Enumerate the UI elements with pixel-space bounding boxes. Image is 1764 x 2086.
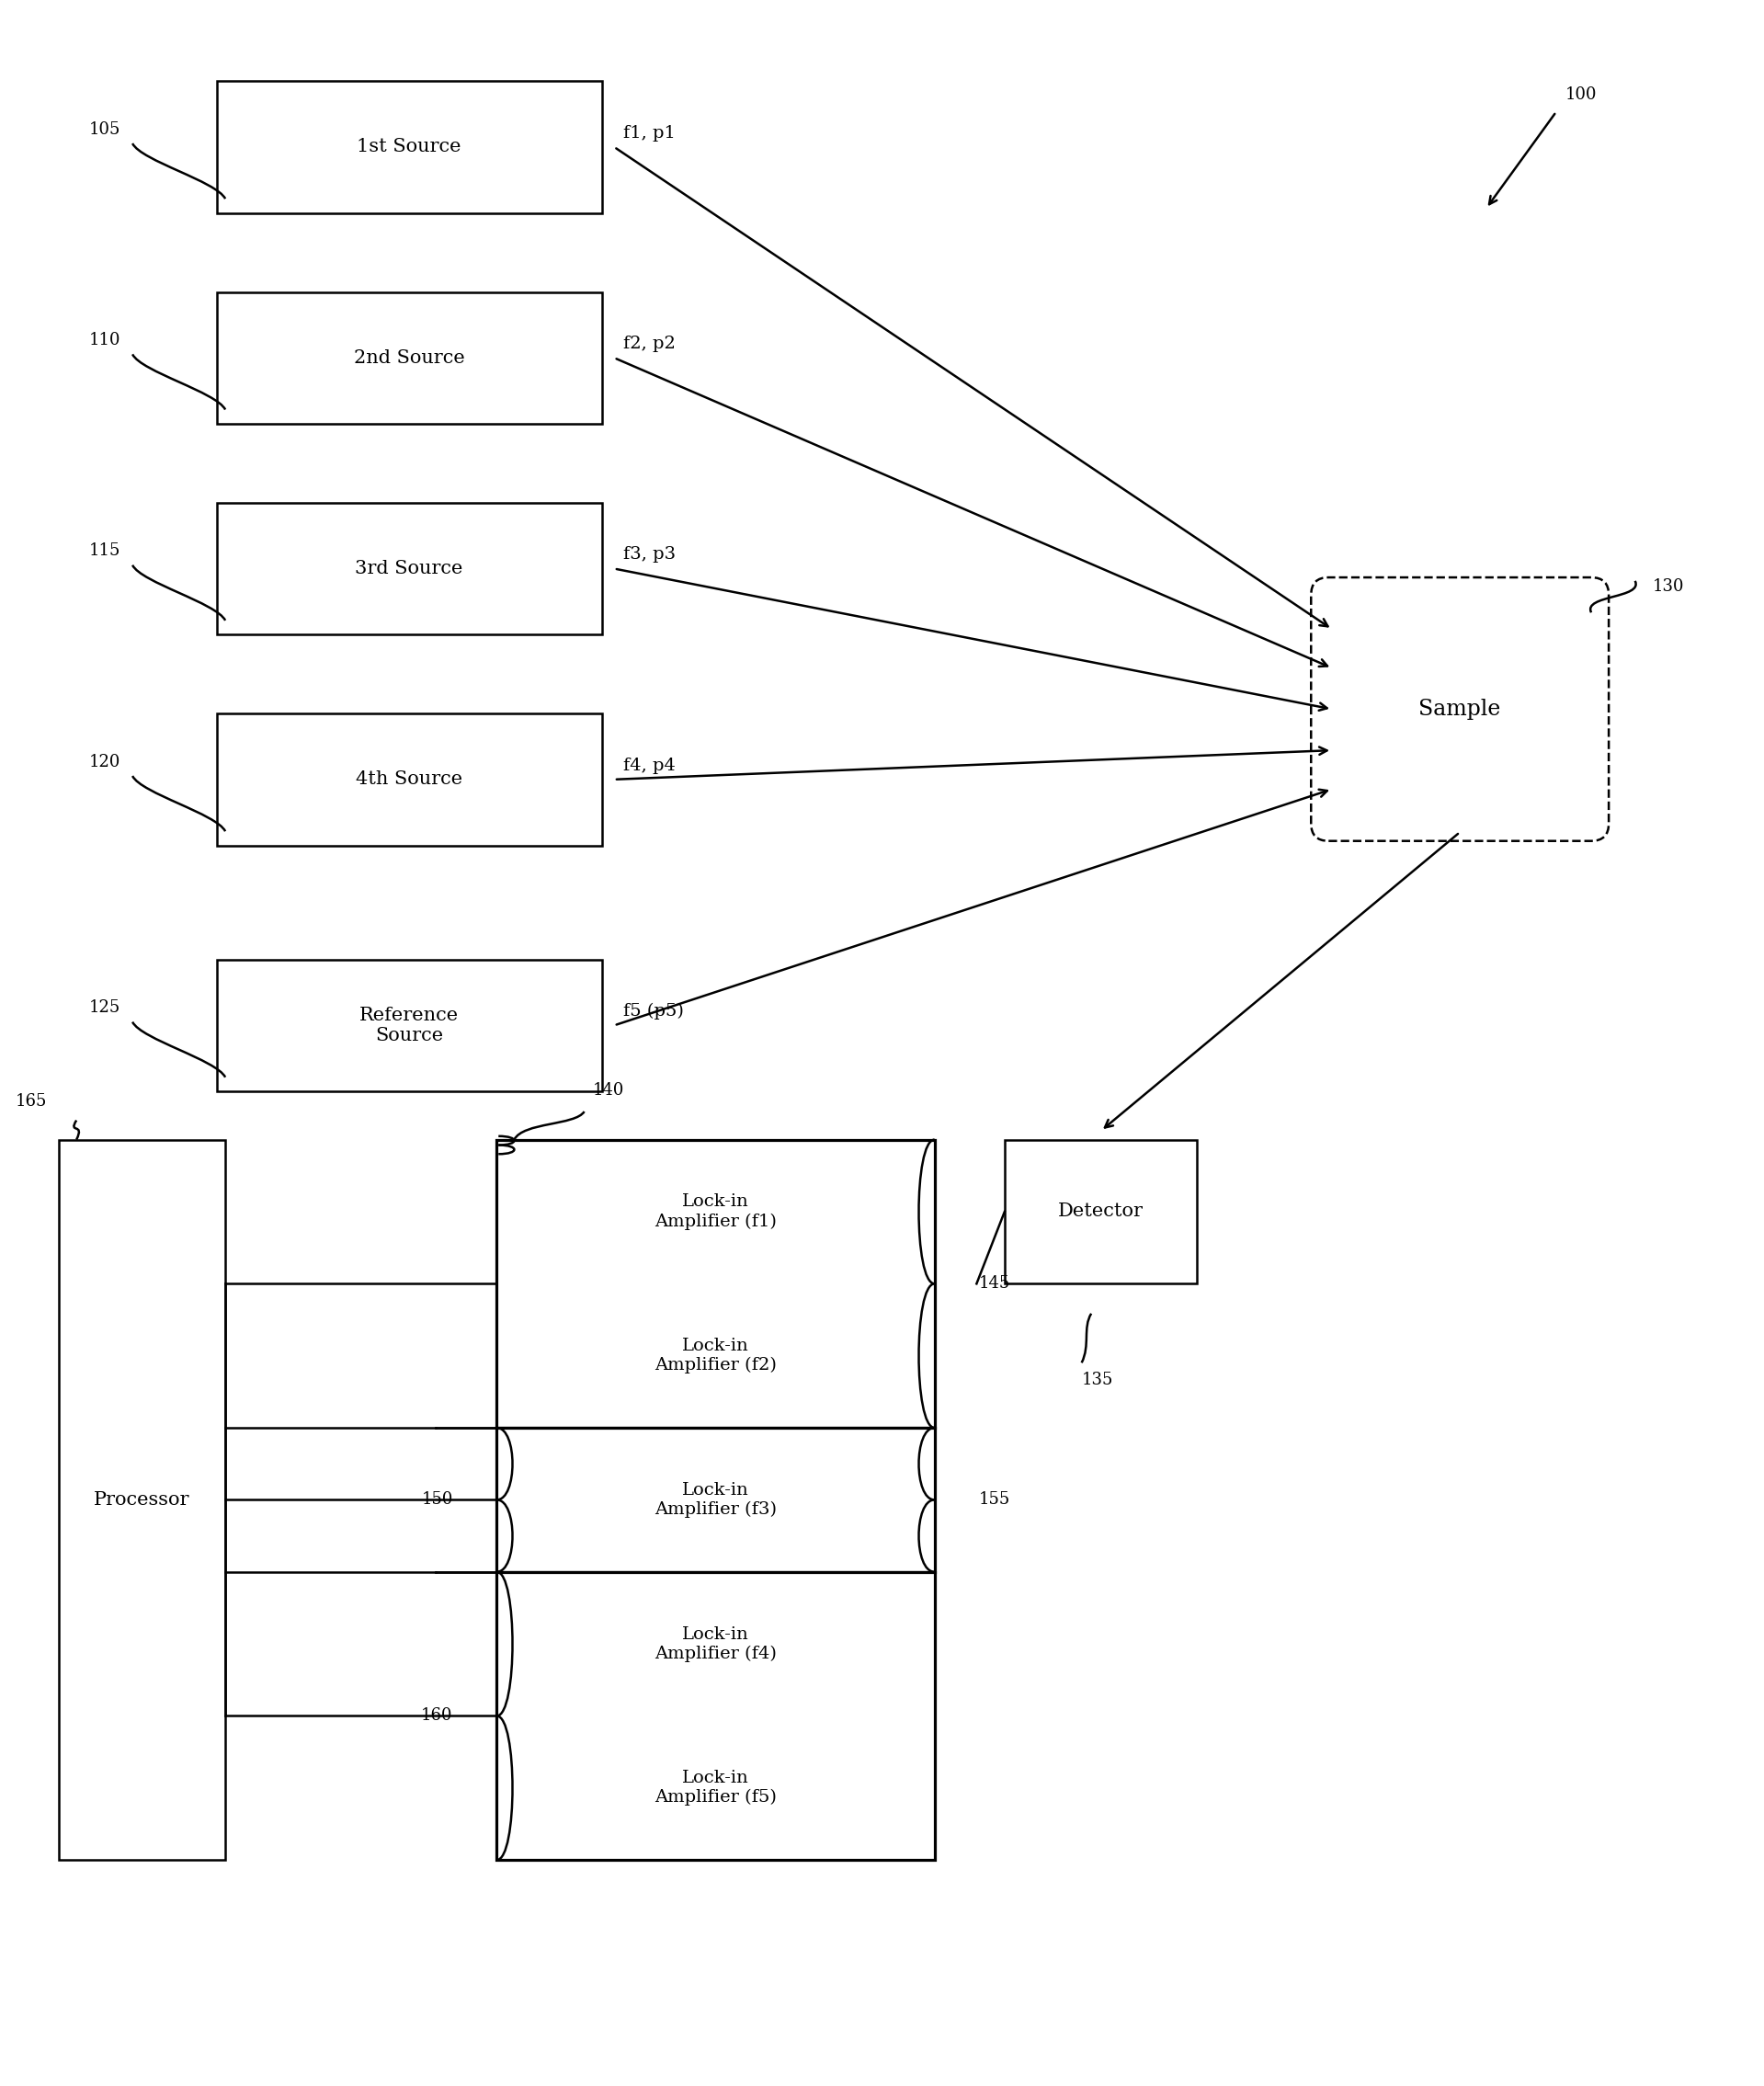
Text: 140: 140 <box>593 1083 624 1099</box>
Text: f1, p1: f1, p1 <box>623 125 676 142</box>
Text: 130: 130 <box>1653 578 1685 595</box>
FancyBboxPatch shape <box>1311 578 1609 841</box>
Text: Processor: Processor <box>93 1491 191 1508</box>
Text: f3, p3: f3, p3 <box>623 547 676 563</box>
FancyBboxPatch shape <box>497 1573 935 1717</box>
FancyBboxPatch shape <box>497 1573 935 1861</box>
Text: 145: 145 <box>979 1275 1009 1291</box>
Text: 115: 115 <box>88 542 120 559</box>
FancyBboxPatch shape <box>497 1139 935 1427</box>
FancyBboxPatch shape <box>217 713 602 845</box>
Text: Lock-in
Amplifier (f2): Lock-in Amplifier (f2) <box>654 1337 776 1375</box>
Text: Lock-in
Amplifier (f3): Lock-in Amplifier (f3) <box>654 1481 776 1519</box>
FancyBboxPatch shape <box>217 503 602 634</box>
Text: 105: 105 <box>88 121 120 138</box>
FancyBboxPatch shape <box>497 1139 935 1283</box>
Text: f2, p2: f2, p2 <box>623 336 676 353</box>
Text: 3rd Source: 3rd Source <box>355 559 464 578</box>
Text: 110: 110 <box>88 332 120 348</box>
Text: 165: 165 <box>16 1093 46 1110</box>
Text: 150: 150 <box>422 1491 453 1508</box>
Text: 120: 120 <box>88 753 120 770</box>
Text: Lock-in
Amplifier (f1): Lock-in Amplifier (f1) <box>654 1193 776 1229</box>
FancyBboxPatch shape <box>58 1139 226 1861</box>
FancyBboxPatch shape <box>497 1427 935 1573</box>
FancyBboxPatch shape <box>1004 1139 1198 1283</box>
Text: 100: 100 <box>1565 86 1596 102</box>
Text: 135: 135 <box>1081 1373 1113 1389</box>
Text: Lock-in
Amplifier (f5): Lock-in Amplifier (f5) <box>654 1771 776 1806</box>
FancyBboxPatch shape <box>217 960 602 1091</box>
FancyBboxPatch shape <box>497 1283 935 1427</box>
Text: Reference
Source: Reference Source <box>360 1008 459 1045</box>
Text: 1st Source: 1st Source <box>356 138 462 156</box>
Text: 2nd Source: 2nd Source <box>353 348 464 367</box>
Text: f5 (p5): f5 (p5) <box>623 1003 683 1020</box>
Text: f4, p4: f4, p4 <box>623 757 676 774</box>
Text: Detector: Detector <box>1058 1204 1143 1220</box>
Text: 155: 155 <box>979 1491 1009 1508</box>
Text: 160: 160 <box>422 1708 453 1725</box>
Text: Sample: Sample <box>1418 699 1501 720</box>
Text: 125: 125 <box>88 999 120 1016</box>
FancyBboxPatch shape <box>217 292 602 423</box>
FancyBboxPatch shape <box>497 1427 935 1573</box>
FancyBboxPatch shape <box>497 1717 935 1861</box>
FancyBboxPatch shape <box>217 81 602 213</box>
Text: Lock-in
Amplifier (f4): Lock-in Amplifier (f4) <box>654 1625 776 1663</box>
Text: 4th Source: 4th Source <box>356 770 462 789</box>
